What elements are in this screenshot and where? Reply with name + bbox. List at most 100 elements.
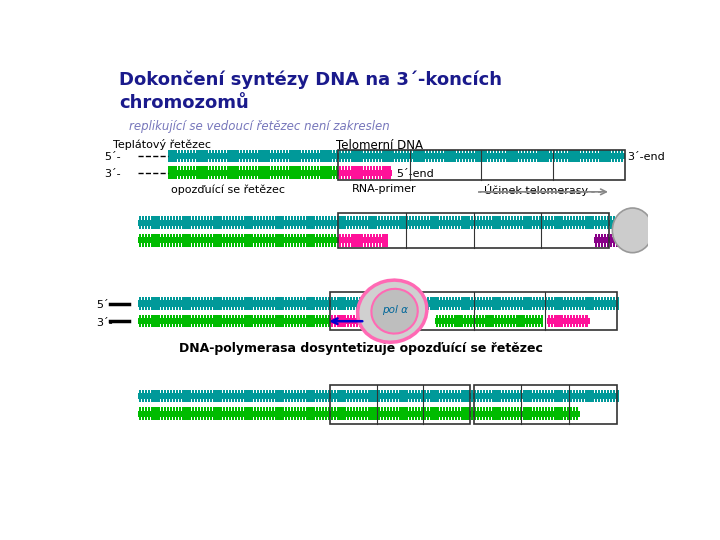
Bar — [551, 306, 554, 309]
Bar — [554, 390, 557, 394]
Bar — [216, 298, 219, 301]
Bar — [520, 408, 523, 411]
Bar — [173, 242, 175, 247]
Bar — [480, 217, 482, 220]
Bar — [174, 175, 177, 179]
Bar — [408, 298, 411, 301]
Bar — [492, 390, 495, 394]
Bar — [454, 315, 456, 319]
Bar — [595, 225, 597, 229]
Bar — [286, 158, 289, 162]
Bar — [154, 234, 157, 238]
Bar — [343, 398, 346, 402]
Bar — [381, 217, 383, 220]
Bar — [269, 390, 271, 394]
Bar — [337, 323, 340, 327]
Bar — [341, 390, 343, 394]
Bar — [336, 166, 338, 170]
Bar — [209, 166, 211, 170]
Bar — [548, 323, 550, 327]
Bar — [235, 390, 238, 394]
Bar — [274, 150, 276, 153]
Bar — [390, 306, 392, 309]
Bar — [248, 234, 250, 238]
Bar — [310, 306, 312, 309]
Bar — [410, 158, 413, 162]
Bar — [443, 416, 445, 420]
Bar — [449, 398, 451, 402]
Bar — [489, 416, 492, 420]
Bar — [565, 158, 567, 162]
Bar — [198, 416, 200, 420]
Bar — [610, 217, 612, 220]
Bar — [359, 416, 361, 420]
Bar — [263, 408, 265, 411]
Bar — [248, 315, 250, 319]
Bar — [495, 398, 498, 402]
Bar — [139, 416, 141, 420]
Bar — [158, 398, 160, 402]
Bar — [613, 242, 616, 247]
Bar — [478, 150, 481, 153]
Bar — [294, 298, 296, 301]
Bar — [184, 158, 186, 162]
Bar — [317, 150, 320, 153]
Bar — [449, 306, 451, 309]
Bar — [319, 234, 321, 238]
Bar — [221, 166, 223, 170]
Bar — [269, 408, 271, 411]
Bar — [370, 234, 372, 238]
Bar — [294, 408, 296, 411]
Bar — [517, 298, 519, 301]
Bar — [220, 315, 222, 319]
Bar — [405, 398, 408, 402]
Bar — [300, 390, 302, 394]
Bar — [168, 166, 171, 170]
Bar — [526, 323, 528, 327]
Bar — [204, 242, 206, 247]
Bar — [462, 416, 464, 420]
Bar — [260, 390, 262, 394]
Bar — [368, 416, 371, 420]
Bar — [342, 150, 344, 153]
Bar — [210, 225, 212, 229]
Bar — [275, 408, 277, 411]
Bar — [282, 242, 284, 247]
Bar — [337, 298, 340, 301]
Bar — [173, 398, 175, 402]
Bar — [341, 306, 343, 309]
Bar — [334, 398, 336, 402]
Bar — [504, 315, 506, 319]
Bar — [576, 306, 578, 309]
Bar — [554, 315, 557, 319]
Bar — [541, 315, 544, 319]
Bar — [151, 217, 153, 220]
Bar — [356, 408, 358, 411]
Bar — [216, 234, 219, 238]
Bar — [142, 298, 144, 301]
Bar — [364, 175, 366, 179]
Bar — [476, 315, 478, 319]
Bar — [475, 150, 477, 153]
Bar — [452, 408, 454, 411]
Bar — [353, 306, 355, 309]
Bar — [255, 158, 258, 162]
Bar — [477, 225, 479, 229]
Bar — [275, 298, 277, 301]
Bar — [520, 416, 523, 420]
Bar — [179, 416, 181, 420]
Bar — [560, 323, 563, 327]
Text: 3´-end: 3´-end — [627, 152, 665, 162]
Bar — [312, 408, 315, 411]
Bar — [210, 217, 212, 220]
Bar — [365, 323, 367, 327]
Bar — [253, 323, 256, 327]
Bar — [509, 150, 512, 153]
Bar — [243, 150, 245, 153]
Bar — [531, 150, 534, 153]
Bar — [251, 306, 253, 309]
Bar — [469, 323, 472, 327]
Bar — [173, 217, 175, 220]
Bar — [210, 298, 212, 301]
Bar — [163, 217, 166, 220]
